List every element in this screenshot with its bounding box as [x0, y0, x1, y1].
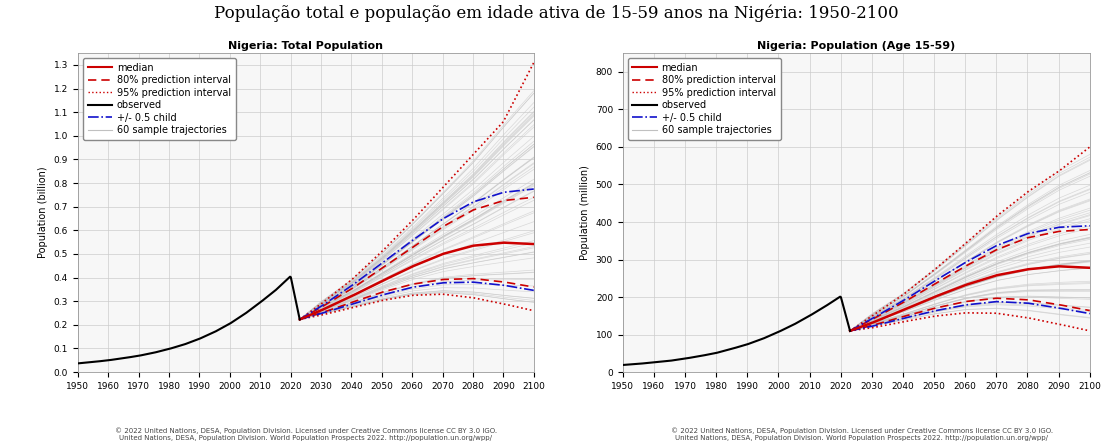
Text: População total e população em idade ativa de 15-59 anos na Nigéria: 1950-2100: População total e população em idade ati… — [214, 4, 898, 22]
Title: Nigeria: Population (Age 15-59): Nigeria: Population (Age 15-59) — [757, 41, 955, 51]
Title: Nigeria: Total Population: Nigeria: Total Population — [228, 41, 384, 51]
Y-axis label: Population (million): Population (million) — [580, 165, 590, 260]
Legend: median, 80% prediction interval, 95% prediction interval, observed, +/- 0.5 chil: median, 80% prediction interval, 95% pre… — [627, 58, 781, 140]
Text: © 2022 United Nations, DESA, Population Division. Licensed under Creative Common: © 2022 United Nations, DESA, Population … — [115, 427, 497, 441]
Legend: median, 80% prediction interval, 95% prediction interval, observed, +/- 0.5 chil: median, 80% prediction interval, 95% pre… — [82, 58, 236, 140]
Y-axis label: Population (billion): Population (billion) — [38, 167, 48, 258]
Text: © 2022 United Nations, DESA, Population Division. Licensed under Creative Common: © 2022 United Nations, DESA, Population … — [671, 427, 1053, 441]
